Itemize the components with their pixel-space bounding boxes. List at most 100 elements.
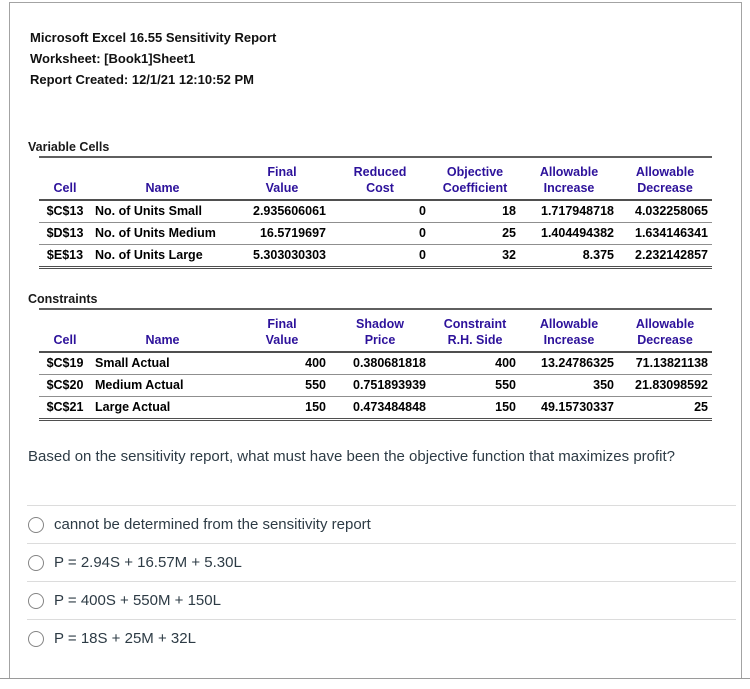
radio-button-icon[interactable] — [28, 516, 44, 533]
question-panel: Microsoft Excel 16.55 Sensitivity Report… — [9, 2, 742, 678]
table-cell: 25 — [694, 400, 708, 414]
table-cell: 150 — [495, 400, 516, 414]
answer-option[interactable]: P = 400S + 550M + 150L — [27, 581, 736, 619]
table-cell: Large Actual — [95, 400, 171, 414]
column-header: Reduced — [353, 165, 407, 179]
table-cell: 0 — [419, 248, 426, 262]
column-header: Decrease — [618, 180, 712, 201]
option-label[interactable]: P = 400S + 550M + 150L — [54, 592, 221, 609]
table-row: $C$19 Small Actual 400 0.380681818 400 13.247… — [39, 352, 712, 375]
column-header: R.H. Side — [430, 332, 520, 353]
report-created: Report Created: 12/1/21 12:10:52 PM — [30, 72, 254, 87]
table-cell: 0 — [419, 204, 426, 218]
column-header: Allowable — [539, 317, 599, 331]
column-header: Constraint — [443, 317, 507, 331]
column-header: Allowable — [539, 165, 599, 179]
table-cell: 2.935606061 — [253, 204, 326, 218]
constraints-title: Constraints — [28, 292, 98, 306]
column-header: Shadow — [356, 317, 404, 331]
column-header: Cell — [39, 332, 91, 353]
column-header — [91, 309, 234, 332]
table-cell: 32 — [502, 248, 516, 262]
column-header: Final — [267, 165, 297, 179]
column-header — [39, 309, 91, 332]
table-cell: 1.404494382 — [541, 226, 614, 240]
bottom-divider — [0, 678, 750, 679]
column-header: Name — [91, 332, 234, 353]
option-label[interactable]: cannot be determined from the sensitivit… — [54, 516, 371, 533]
table-cell: 8.375 — [582, 248, 614, 262]
table-cell: 550 — [305, 378, 326, 392]
table-cell: Medium Actual — [95, 378, 184, 392]
table-cell: 13.24786325 — [541, 356, 614, 370]
table-cell: 0.473484848 — [353, 400, 426, 414]
column-header: Allowable — [635, 317, 695, 331]
table-row: $C$13 No. of Units Small 2.935606061 0 18 1.7… — [39, 200, 712, 223]
table-cell: 1.717948718 — [541, 204, 614, 218]
report-title: Microsoft Excel 16.55 Sensitivity Report — [30, 30, 277, 45]
table-cell: No. of Units Medium — [95, 226, 216, 240]
table-cell: $C$21 — [46, 400, 84, 414]
answer-options: cannot be determined from the sensitivit… — [27, 505, 736, 657]
column-header: Value — [234, 332, 330, 353]
column-header: Increase — [520, 332, 618, 353]
table-cell: 5.303030303 — [253, 248, 326, 262]
column-header: Value — [234, 180, 330, 201]
table-cell: 25 — [502, 226, 516, 240]
answer-option[interactable]: P = 2.94S + 16.57M + 5.30L — [27, 543, 736, 581]
table-cell: 350 — [593, 378, 614, 392]
radio-button-icon[interactable] — [28, 630, 44, 647]
table-cell: 18 — [502, 204, 516, 218]
table-cell: 400 — [495, 356, 516, 370]
table-cell: 21.83098592 — [635, 378, 708, 392]
table-cell: $D$13 — [46, 226, 84, 240]
column-header: Coefficient — [430, 180, 520, 201]
table-cell: 150 — [305, 400, 326, 414]
table-cell: $C$13 — [46, 204, 84, 218]
table-cell: 16.5719697 — [259, 226, 326, 240]
table-cell: $C$20 — [46, 378, 84, 392]
question-text: Based on the sensitivity report, what mu… — [28, 448, 676, 465]
option-label[interactable]: P = 2.94S + 16.57M + 5.30L — [54, 554, 242, 571]
answer-option[interactable]: P = 18S + 25M + 32L — [27, 619, 736, 657]
table-cell: 0.380681818 — [353, 356, 426, 370]
column-header — [91, 157, 234, 180]
table-cell: 1.634146341 — [635, 226, 708, 240]
table-cell: 2.232142857 — [635, 248, 708, 262]
table-row: $C$21 Large Actual 150 0.473484848 150 49.157… — [39, 397, 712, 420]
column-header: Name — [91, 180, 234, 201]
constraints-table: Final Shadow Constraint Allowable Allowable C… — [39, 308, 712, 421]
table-cell: 400 — [305, 356, 326, 370]
table-cell: 0.751893939 — [353, 378, 426, 392]
table-cell: $E$13 — [46, 248, 84, 262]
table-cell: 71.13821138 — [635, 356, 708, 370]
table-row: $E$13 No. of Units Large 5.303030303 0 32 8.3… — [39, 245, 712, 268]
option-label[interactable]: P = 18S + 25M + 32L — [54, 630, 196, 647]
column-header: Cost — [330, 180, 430, 201]
table-cell: No. of Units Large — [95, 248, 203, 262]
table-cell: 4.032258065 — [635, 204, 708, 218]
table-cell: $C$19 — [46, 356, 84, 370]
column-header: Objective — [446, 165, 504, 179]
table-cell: No. of Units Small — [95, 204, 202, 218]
column-header: Increase — [520, 180, 618, 201]
column-header: Price — [330, 332, 430, 353]
table-row: $C$20 Medium Actual 550 0.751893939 550 350 21… — [39, 375, 712, 397]
radio-button-icon[interactable] — [28, 554, 44, 571]
column-header: Cell — [39, 180, 91, 201]
radio-button-icon[interactable] — [28, 592, 44, 609]
column-header: Allowable — [635, 165, 695, 179]
table-cell: 49.15730337 — [541, 400, 614, 414]
table-cell: 0 — [419, 226, 426, 240]
table-cell: 550 — [495, 378, 516, 392]
column-header — [39, 157, 91, 180]
answer-option[interactable]: cannot be determined from the sensitivit… — [27, 505, 736, 543]
table-cell: Small Actual — [95, 356, 170, 370]
column-header: Final — [267, 317, 297, 331]
variable-cells-title: Variable Cells — [28, 140, 110, 154]
table-row: $D$13 No. of Units Medium 16.5719697 0 25 1.4… — [39, 223, 712, 245]
report-worksheet: Worksheet: [Book1]Sheet1 — [30, 51, 196, 66]
column-header: Decrease — [618, 332, 712, 353]
excel-report-header: Microsoft Excel 16.55 Sensitivity Report… — [30, 27, 741, 90]
variable-cells-table: Final Reduced Objective Allowable Allowable C… — [39, 156, 712, 269]
